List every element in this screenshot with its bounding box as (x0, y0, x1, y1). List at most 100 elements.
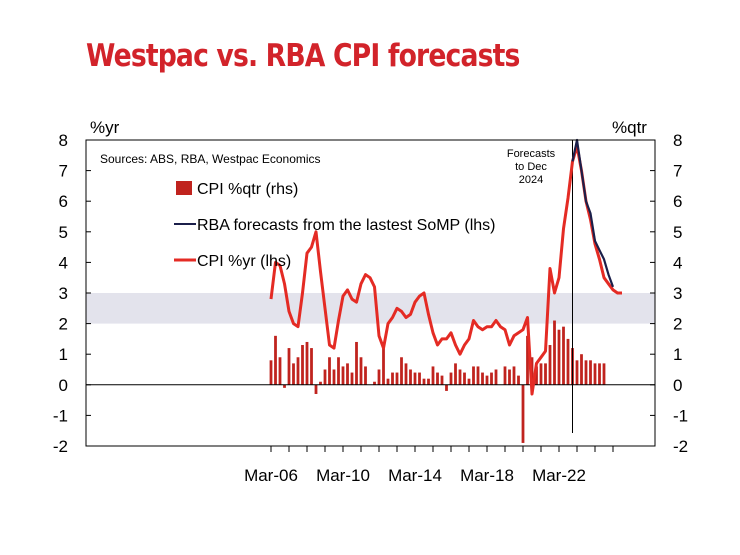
cpi-qtr-bar (580, 354, 583, 385)
y-tick-label-left: 3 (59, 284, 68, 303)
cpi-qtr-bar (508, 369, 511, 385)
y-tick-label-right: 6 (673, 192, 682, 211)
cpi-qtr-bar (517, 375, 520, 385)
cpi-qtr-bar (589, 360, 592, 385)
cpi-qtr-bar (440, 375, 444, 385)
y-tick-label-right: -2 (673, 437, 688, 456)
y-tick-label-left: 5 (59, 223, 68, 242)
chart-title: Westpac vs. RBA CPI forecasts (86, 38, 520, 74)
cpi-qtr-bar (359, 357, 363, 385)
cpi-qtr-bar (364, 366, 367, 385)
x-tick-label: Mar-22 (532, 466, 586, 485)
legend-label: CPI %qtr (rhs) (197, 181, 298, 198)
y-tick-label-left: -1 (53, 406, 68, 425)
cpi-qtr-bar (553, 320, 556, 385)
y-tick-label-left: 6 (59, 192, 68, 211)
x-tick-label: Mar-10 (316, 466, 370, 485)
cpi-qtr-bar (350, 372, 354, 385)
cpi-qtr-bar (494, 369, 498, 385)
legend-label: CPI %yr (lhs) (197, 253, 291, 270)
forecast-annotation: Forecasts (507, 148, 556, 160)
forecast-annotation: 2024 (519, 174, 543, 186)
y-tick-label-right: -1 (673, 406, 688, 425)
cpi-qtr-bar (409, 369, 412, 385)
cpi-qtr-bar (526, 335, 529, 385)
left-axis-unit: %yr (90, 118, 120, 137)
cpi-qtr-bar (328, 357, 331, 385)
cpi-qtr-bar (422, 378, 426, 385)
y-tick-label-left: 7 (59, 162, 68, 181)
cpi-qtr-bar (472, 366, 475, 385)
legend-label: RBA forecasts from the lastest SoMP (lhs… (197, 217, 495, 234)
cpi-qtr-bar (377, 369, 381, 385)
cpi-qtr-bar (467, 378, 471, 385)
y-tick-label-left: -2 (53, 437, 68, 456)
y-tick-label-left: 0 (59, 376, 68, 395)
cpi-qtr-bar (575, 360, 579, 385)
x-tick-label: Mar-14 (388, 466, 442, 485)
legend-swatch-bar (176, 181, 192, 195)
y-tick-label-left: 1 (59, 345, 68, 364)
cpi-qtr-bar (305, 341, 309, 385)
cpi-qtr-bar (445, 384, 448, 391)
cpi-qtr-bar (314, 384, 318, 394)
cpi-qtr-bar (485, 375, 489, 385)
cpi-qtr-bar (521, 384, 525, 443)
cpi-qtr-bar (566, 338, 570, 385)
y-tick-label-right: 7 (673, 162, 682, 181)
cpi-qtr-bar (418, 372, 421, 385)
y-tick-label-right: 1 (673, 345, 682, 364)
cpi-qtr-bar (319, 381, 322, 385)
y-tick-label-left: 2 (59, 315, 68, 334)
y-tick-label-right: 8 (673, 131, 682, 150)
source-note: Sources: ABS, RBA, Westpac Economics (100, 152, 321, 166)
cpi-qtr-bar (431, 366, 435, 385)
cpi-qtr-bar (512, 366, 516, 385)
cpi-qtr-bar (535, 366, 538, 385)
target-band (86, 293, 655, 324)
cpi-qtr-bar (436, 372, 439, 385)
cpi-qtr-bar (404, 363, 408, 385)
cpi-qtr-bar (355, 341, 358, 385)
cpi-qtr-bar (481, 372, 484, 385)
cpi-qtr-bar (283, 384, 286, 388)
cpi-qtr-bar (346, 363, 349, 385)
cpi-qtr-bar (296, 357, 300, 385)
cpi-qtr-bar (269, 360, 273, 385)
cpi-qtr-bar (341, 366, 345, 385)
cpi-qtr-bar (548, 345, 552, 385)
cpi-qtr-bar (287, 348, 291, 385)
cpi-qtr-bar (301, 345, 304, 385)
cpi-qtr-bar (386, 378, 390, 385)
y-tick-label-right: 2 (673, 315, 682, 334)
x-tick-label: Mar-18 (460, 466, 514, 485)
cpi-qtr-bar (598, 363, 601, 385)
rba-forecast-line (571, 138, 615, 288)
cpi-qtr-bar (274, 335, 277, 385)
y-tick-label-right: 4 (673, 253, 682, 272)
cpi-qtr-bar (562, 326, 565, 385)
cpi-qtr-bar (458, 369, 462, 385)
x-tick-label: Mar-06 (244, 466, 298, 485)
y-tick-label-right: 3 (673, 284, 682, 303)
y-tick-label-right: 0 (673, 376, 682, 395)
cpi-qtr-bar (454, 363, 457, 385)
cpi-qtr-bar (584, 360, 588, 385)
cpi-qtr-bar (382, 341, 385, 385)
cpi-qtr-bar (395, 372, 399, 385)
cpi-yr-line (269, 144, 622, 396)
forecast-annotation: to Dec (515, 161, 547, 173)
cpi-qtr-bar (544, 363, 547, 385)
y-tick-label-left: 8 (59, 131, 68, 150)
cpi-qtr-bar (391, 372, 394, 385)
cpi-qtr-bar (503, 366, 507, 385)
cpi-qtr-bar (449, 372, 453, 385)
cpi-qtr-bar (602, 363, 606, 385)
cpi-qtr-bar (373, 381, 376, 385)
cpi-qtr-bar (400, 357, 403, 385)
right-axis-unit: %qtr (612, 118, 647, 137)
cpi-qtr-bar (490, 372, 493, 385)
cpi-qtr-bar (557, 329, 561, 385)
cpi-qtr-bar (337, 357, 340, 385)
